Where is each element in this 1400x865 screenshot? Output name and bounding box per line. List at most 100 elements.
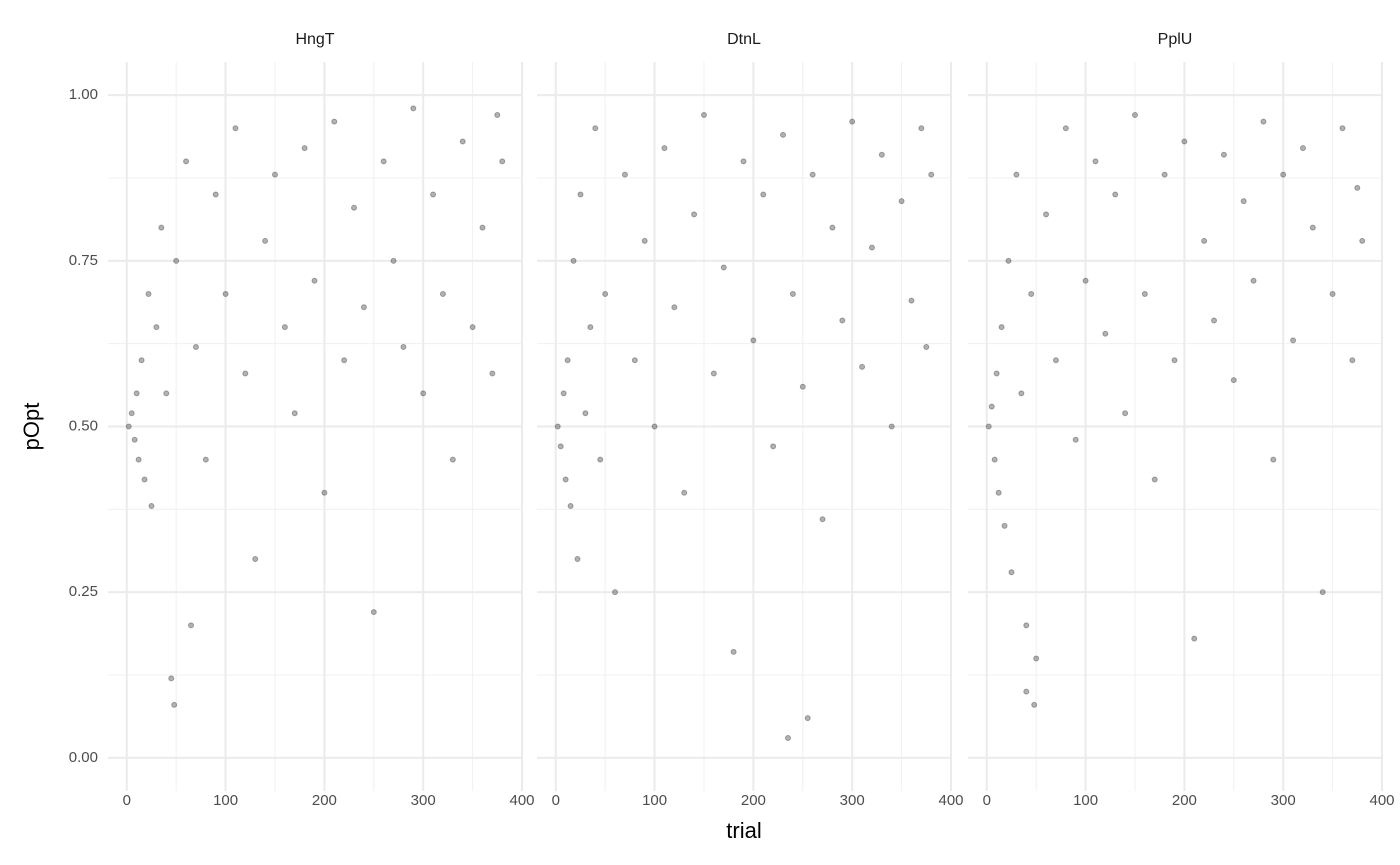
point [341,357,348,364]
point [171,701,178,708]
point [1005,257,1012,264]
point [449,456,456,463]
point [991,456,998,463]
point [1191,635,1198,642]
point [923,343,930,350]
point [829,224,836,231]
point [1023,622,1030,629]
point [168,675,175,682]
point [1131,112,1138,119]
point [135,456,142,463]
point [479,224,486,231]
point [612,589,619,596]
point [469,324,476,331]
point [331,118,338,125]
point [291,410,298,417]
point [1161,171,1168,178]
point [202,456,209,463]
x-tick-label: 300 [411,792,436,809]
x-tick-label: 200 [741,792,766,809]
point [587,324,594,331]
point [1260,118,1267,125]
point [138,357,145,364]
point [1122,410,1129,417]
y-tick-label: 1.00 [69,86,98,103]
point [564,357,571,364]
point [187,622,194,629]
point [700,112,707,119]
point [1112,191,1119,198]
point [888,423,895,430]
point [430,191,437,198]
x-tick-label: 100 [642,792,667,809]
point [750,337,757,344]
point [148,503,155,510]
point [1001,522,1008,529]
point [1319,589,1326,596]
point [439,290,446,297]
point [839,317,846,324]
point [1270,456,1277,463]
point [271,171,278,178]
point [163,390,170,397]
point [301,145,308,152]
point [370,609,377,616]
point [567,503,574,510]
point [1008,569,1015,576]
point [1211,317,1218,324]
y-tick-label: 0.25 [69,583,98,600]
point [390,257,397,264]
facet-title: HngT [295,31,334,48]
point [592,125,599,132]
y-tick-label: 0.50 [69,417,98,434]
point [1299,145,1306,152]
point [1052,357,1059,364]
point [661,145,668,152]
point [1082,277,1089,284]
point [131,436,138,443]
point [1013,171,1020,178]
point [1171,357,1178,364]
point [499,158,506,165]
point [577,191,584,198]
point [380,158,387,165]
y-axis-title: pOpt [19,403,44,451]
point [998,324,1005,331]
x-tick-label: 100 [213,792,238,809]
point [641,237,648,244]
point [1250,277,1257,284]
point [868,244,875,251]
point [908,297,915,304]
point [560,390,567,397]
point [242,370,249,377]
point [562,476,569,483]
point [1309,224,1316,231]
point [1359,237,1366,244]
x-tick-label: 100 [1073,792,1098,809]
point [459,138,466,145]
point [804,715,811,722]
point [859,363,866,370]
point [311,277,318,284]
point [252,556,259,563]
point [651,423,658,430]
point [582,410,589,417]
point [192,343,199,350]
point [1354,184,1361,191]
point [671,304,678,311]
point [554,423,561,430]
point [489,370,496,377]
facet-title: DtnL [727,31,761,48]
point [1018,390,1025,397]
point [183,158,190,165]
point [621,171,628,178]
point [420,390,427,397]
point [1072,436,1079,443]
point [570,257,577,264]
point [400,343,407,350]
point [212,191,219,198]
y-tick-label: 0.00 [69,749,98,766]
point [985,423,992,430]
point [770,443,777,450]
